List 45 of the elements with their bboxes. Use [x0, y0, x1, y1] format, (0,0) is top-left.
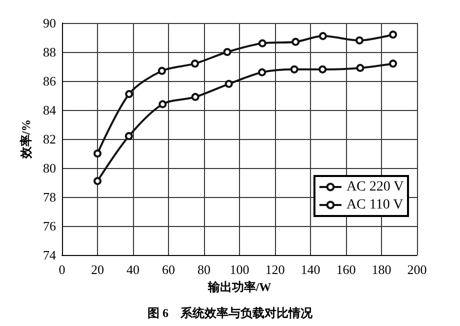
point [94, 150, 102, 158]
point [125, 90, 134, 98]
y-tick-label: 90 [43, 16, 56, 30]
point [356, 64, 364, 72]
y-tick-label: 82 [43, 132, 56, 146]
x-tick-label: 140 [300, 262, 320, 277]
y-tick-label: 74 [43, 248, 56, 262]
point [258, 39, 266, 48]
x-tick-label: 160 [336, 262, 356, 277]
y-tick-label: 84 [43, 102, 56, 118]
y-axis-title: 效率/% [19, 119, 34, 160]
point [190, 60, 199, 68]
legend-label: AC 110 V [346, 198, 404, 212]
point [94, 177, 102, 186]
x-tick-label: 100 [230, 262, 250, 277]
point [158, 100, 167, 108]
point [355, 36, 364, 44]
x-tick-label: 120 [265, 262, 285, 277]
y-tick-label: 86 [43, 74, 56, 88]
point [191, 92, 200, 101]
x-tick-label: 200 [407, 262, 427, 277]
legend-label: AC 220 V [346, 180, 404, 194]
x-tick-label: 0 [58, 262, 66, 277]
x-axis-title: 输出功率/W [206, 280, 272, 294]
point [124, 132, 133, 140]
point [290, 65, 298, 74]
point [292, 38, 300, 46]
point [223, 48, 232, 56]
point [318, 65, 327, 74]
point [389, 30, 398, 39]
x-tick-label: 80 [198, 262, 210, 277]
point [258, 68, 266, 76]
y-tick-label: 78 [43, 190, 56, 204]
text: 图 6 系统效率与负载对比情况 [148, 306, 314, 320]
point [224, 80, 233, 88]
x-tick-label: 40 [126, 262, 140, 277]
y-tick-label: 88 [43, 44, 56, 60]
x-tick-label: 180 [372, 262, 392, 277]
point [158, 66, 166, 75]
y-tick-label: 80 [43, 160, 56, 176]
x-tick-label: 20 [91, 262, 104, 277]
point [389, 60, 398, 68]
point [318, 32, 327, 40]
y-tick-label: 76 [43, 218, 56, 234]
x-tick-label: 60 [162, 262, 175, 277]
